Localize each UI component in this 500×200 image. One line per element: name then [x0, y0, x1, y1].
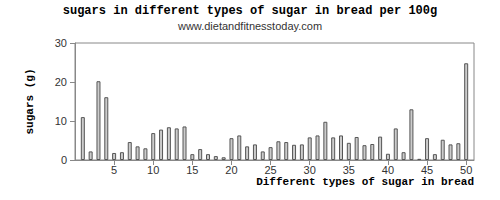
svg-text:5: 5 — [111, 164, 117, 176]
svg-text:www.dietandfitnesstoday.com: www.dietandfitnesstoday.com — [177, 20, 322, 32]
svg-text:25: 25 — [264, 164, 276, 176]
svg-text:Different types of sugar in br: Different types of sugar in bread — [256, 176, 474, 188]
svg-text:50: 50 — [460, 164, 472, 176]
svg-text:40: 40 — [382, 164, 394, 176]
svg-text:20: 20 — [55, 76, 67, 88]
svg-text:35: 35 — [343, 164, 355, 176]
svg-text:sugars (g): sugars (g) — [24, 68, 36, 134]
svg-text:20: 20 — [225, 164, 237, 176]
svg-text:0: 0 — [61, 154, 67, 166]
svg-text:30: 30 — [304, 164, 316, 176]
svg-text:45: 45 — [421, 164, 433, 176]
svg-text:30: 30 — [55, 37, 67, 49]
svg-text:sugars in different types of s: sugars in different types of sugar in br… — [63, 4, 437, 18]
svg-text:10: 10 — [55, 115, 67, 127]
svg-text:10: 10 — [147, 164, 159, 176]
svg-text:15: 15 — [186, 164, 198, 176]
